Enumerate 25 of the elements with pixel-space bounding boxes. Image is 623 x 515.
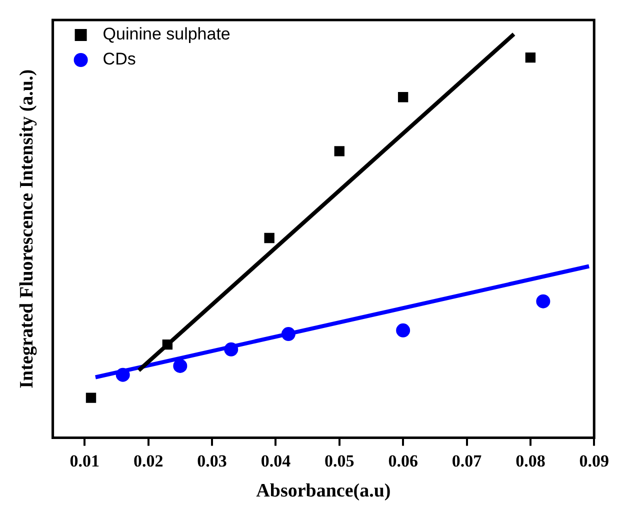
- point: [281, 327, 296, 342]
- x-tick-label: 0.05: [324, 451, 354, 470]
- point: [86, 392, 96, 403]
- x-tick-label: 0.06: [388, 451, 418, 470]
- point: [334, 146, 344, 156]
- x-axis-title: Absorbance(a.u): [256, 480, 391, 502]
- y-axis-title: Integrated Fluorescence Intensity (a.u.): [16, 69, 38, 388]
- point: [173, 358, 188, 373]
- point: [116, 368, 130, 382]
- x-tick-label: 0.04: [260, 451, 292, 470]
- point: [398, 92, 408, 102]
- x-tick-label: 0.08: [516, 451, 546, 470]
- point: [162, 339, 173, 350]
- point: [224, 342, 238, 356]
- x-tick-label: 0.09: [579, 451, 609, 470]
- point: [396, 323, 410, 338]
- legend-label: CDs: [102, 50, 136, 69]
- point: [525, 52, 536, 63]
- point: [536, 294, 550, 308]
- legend-label: Quinine sulphate: [102, 24, 230, 44]
- x-tick-label: 0.03: [197, 451, 227, 470]
- x-tick-label: 0.02: [133, 451, 164, 470]
- x-tick-label: 0.01: [70, 451, 100, 470]
- point: [264, 232, 274, 244]
- x-tick-label: 0.07: [452, 451, 482, 470]
